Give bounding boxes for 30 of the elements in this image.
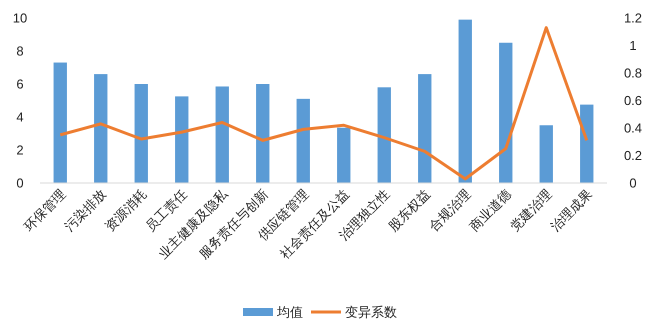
bar [134,84,148,183]
y-tick-label: 4 [16,110,24,125]
bar [378,87,391,183]
bar [94,74,108,183]
y2-tick-label: 0 [629,176,637,191]
y-tick-label: 10 [12,10,28,26]
y2-tick-label: 0.2 [624,148,642,164]
bar [54,62,67,183]
bar [418,74,432,183]
y-tick-label: 8 [16,44,24,59]
bar [580,104,594,183]
bar [458,20,472,183]
bar [175,96,188,183]
y2-tick-label: 1.2 [624,10,642,26]
y-tick-label: 2 [16,142,24,158]
legend-label: 均值 [276,304,303,320]
y-tick-label: 6 [16,76,24,92]
bar [499,42,512,183]
y-tick-label: 0 [16,176,24,191]
bar [540,125,553,183]
y2-tick-label: 0.4 [624,120,642,136]
bar [296,98,310,183]
y2-tick-label: 0.6 [624,93,642,108]
bar [256,84,270,183]
y2-tick-label: 0.8 [624,66,642,81]
line-series [58,26,588,180]
bar [337,128,350,183]
y2-tick-label: 1 [629,38,637,54]
bar [216,86,229,183]
legend-label: 变异系数 [345,304,397,320]
